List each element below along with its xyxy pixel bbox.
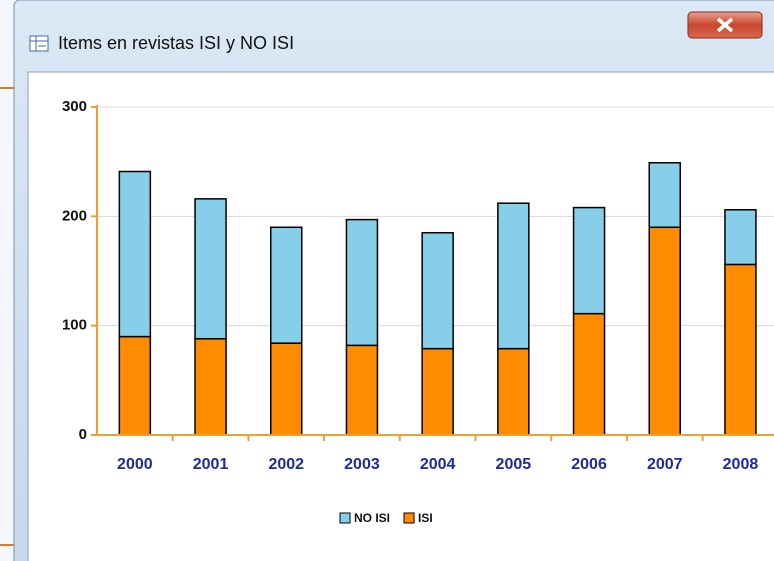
legend-label: ISI [418, 511, 433, 525]
legend-label: NO ISI [354, 511, 390, 525]
bar-segment [270, 342, 303, 436]
bar-segment [648, 162, 681, 229]
bar-segment [421, 347, 454, 436]
x-tick-label: 2004 [420, 456, 456, 473]
bar-segment [572, 312, 606, 436]
bar-segment [648, 226, 681, 436]
close-button[interactable] [687, 11, 763, 39]
y-tick-label: 300 [62, 98, 87, 115]
bar-segment [497, 347, 530, 436]
window-icon [29, 35, 49, 52]
x-tick-label: 2007 [647, 456, 683, 473]
chart: 0 100 200 300 2000 2001 2002 2003 2004 2005 2006 20… [62, 98, 774, 525]
bar-segment [497, 202, 530, 350]
legend-swatch [339, 512, 351, 524]
y-tick-label: 200 [62, 207, 87, 224]
window-title: Items en revistas ISI y NO ISI [58, 33, 294, 53]
bar-segment [724, 263, 757, 436]
bar-segment [572, 206, 606, 315]
y-tick-label: 0 [79, 426, 87, 443]
bar-segment [118, 170, 152, 338]
bar-segment [194, 198, 227, 340]
bar-segment [118, 335, 152, 436]
bar-segment [194, 338, 227, 436]
x-tick-label: 2001 [193, 456, 229, 473]
bar-segment [345, 218, 379, 347]
bar-segment [724, 209, 757, 266]
bar-segment [345, 344, 379, 436]
x-tick-label: 2008 [723, 456, 759, 473]
x-tick-label: 2005 [496, 456, 532, 473]
x-tick-label: 2000 [117, 456, 153, 473]
legend-swatch [403, 512, 415, 524]
x-tick-label: 2006 [571, 456, 607, 473]
bar-segment [270, 226, 303, 344]
y-tick-label: 100 [62, 317, 87, 334]
x-tick-label: 2003 [344, 456, 380, 473]
bar-segment [421, 231, 454, 350]
x-tick-label: 2002 [268, 456, 304, 473]
